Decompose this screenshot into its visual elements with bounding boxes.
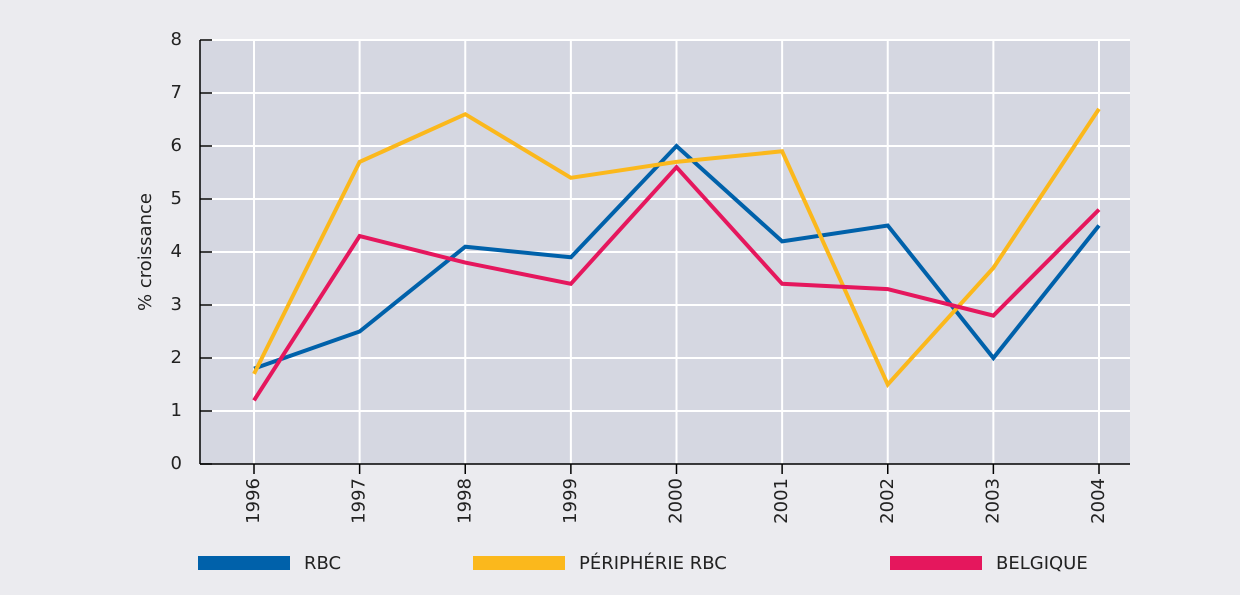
- y-tick-label: 2: [171, 347, 182, 368]
- x-tick-label: 1997: [349, 478, 370, 524]
- y-tick-label: 5: [171, 188, 182, 209]
- x-tick-label: 2001: [771, 478, 792, 524]
- x-tick-label: 1999: [560, 478, 581, 524]
- y-tick-label: 0: [171, 453, 182, 474]
- legend-label: RBC: [304, 553, 341, 574]
- y-tick-label: 1: [171, 400, 182, 421]
- x-tick-label: 1996: [243, 478, 264, 524]
- x-tick-label: 2000: [666, 478, 687, 524]
- series-line: [253, 143, 1101, 371]
- series-line: [252, 164, 1101, 402]
- y-tick-label: 7: [171, 82, 182, 103]
- legend-swatch: [890, 556, 982, 570]
- legend-label: BELGIQUE: [996, 553, 1088, 574]
- x-tick-label: 2003: [982, 478, 1003, 524]
- y-tick-label: 3: [171, 294, 182, 315]
- legend-swatch: [473, 556, 565, 570]
- y-tick-label: 8: [171, 29, 182, 50]
- x-tick-label: 1998: [454, 478, 475, 524]
- y-tick-label: 4: [171, 241, 182, 262]
- legend-label: PÉRIPHÉRIE RBC: [579, 552, 727, 574]
- y-tick-label: 6: [171, 135, 182, 156]
- legend-swatch: [198, 556, 290, 570]
- x-tick-label: 2004: [1088, 478, 1109, 524]
- x-tick-label: 2002: [877, 478, 898, 524]
- y-axis-label: % croissance: [135, 193, 156, 311]
